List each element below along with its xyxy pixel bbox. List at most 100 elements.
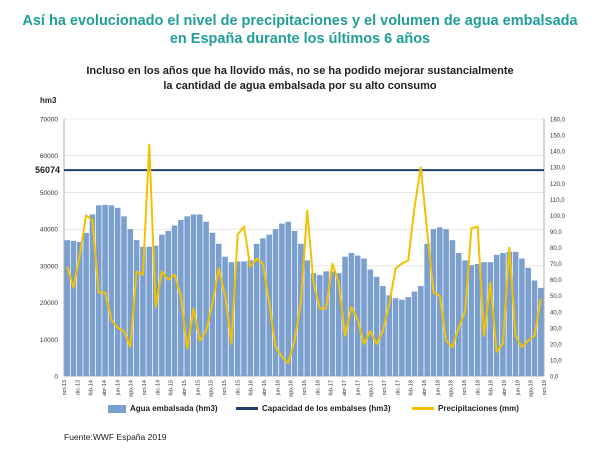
chart-title-text: Así ha evolucionado el nivel de precipit… bbox=[22, 13, 578, 47]
y2-tick-label: 120,0 bbox=[550, 182, 566, 188]
bar bbox=[140, 246, 146, 376]
x-tick-label: ago-17 bbox=[369, 380, 375, 397]
x-tick-label: abr-15 bbox=[182, 380, 188, 396]
bar bbox=[89, 214, 96, 376]
bar bbox=[165, 230, 171, 376]
x-tick-label: oct-14 bbox=[142, 380, 148, 395]
chart-title: Así ha evolucionado el nivel de precipit… bbox=[0, 12, 600, 48]
bar bbox=[367, 269, 374, 376]
y2-tick-label: 80,0 bbox=[550, 246, 562, 252]
bar bbox=[418, 286, 424, 376]
bar bbox=[512, 251, 519, 376]
bar bbox=[487, 262, 494, 376]
bar bbox=[272, 229, 279, 376]
legend-swatch-capacidad bbox=[236, 407, 258, 410]
bar bbox=[361, 258, 367, 376]
x-tick-label: abr-19 bbox=[502, 380, 508, 396]
x-tick-label: dic-15 bbox=[235, 380, 241, 395]
bar bbox=[77, 241, 83, 376]
x-tick-label: oct-15 bbox=[222, 380, 228, 395]
bar bbox=[304, 260, 310, 376]
x-tick-label: jun-14 bbox=[115, 380, 121, 396]
x-tick-label: ago-14 bbox=[129, 380, 135, 397]
bar bbox=[133, 240, 140, 376]
y2-tick-label: 160,0 bbox=[550, 118, 566, 124]
bar bbox=[443, 229, 449, 376]
y2-tick-label: 0,0 bbox=[550, 375, 559, 381]
y-tick-label: 70000 bbox=[40, 117, 58, 124]
x-tick-label: ago-16 bbox=[289, 380, 295, 397]
legend-label-precipitaciones: Precipitaciones (mm) bbox=[438, 404, 519, 413]
bar bbox=[203, 221, 209, 376]
x-tick-label: ago-15 bbox=[209, 380, 215, 397]
bar bbox=[531, 280, 538, 376]
bar bbox=[197, 214, 203, 376]
bar bbox=[399, 299, 405, 376]
chart-subtitle-line-1: Incluso en los años que ha llovido más, … bbox=[86, 65, 514, 77]
y-tick-label: 20000 bbox=[40, 300, 58, 307]
bar bbox=[234, 261, 241, 376]
legend-swatch-precipitaciones bbox=[412, 407, 434, 410]
bar bbox=[64, 240, 70, 376]
x-tick-label: oct-16 bbox=[302, 380, 308, 395]
bar bbox=[455, 253, 462, 376]
x-tick-label: jun-19 bbox=[515, 380, 521, 396]
legend-item-capacidad: Capacidad de los embalses (hm3) bbox=[236, 404, 391, 413]
x-tick-label: dic-14 bbox=[155, 380, 161, 395]
y2-tick-label: 70,0 bbox=[550, 262, 562, 268]
bar bbox=[405, 297, 411, 376]
bar bbox=[247, 260, 254, 376]
y2-tick-label: 10,0 bbox=[550, 358, 562, 364]
x-tick-label: feb-16 bbox=[249, 380, 255, 396]
bar bbox=[152, 245, 159, 376]
y2-tick-label: 140,0 bbox=[550, 150, 566, 156]
bar bbox=[127, 229, 134, 376]
bar bbox=[342, 256, 348, 376]
bar bbox=[519, 258, 525, 376]
bar bbox=[462, 260, 468, 376]
x-tick-label: dic-17 bbox=[395, 380, 401, 395]
x-tick-label: abr-17 bbox=[342, 380, 348, 396]
x-tick-label: feb-18 bbox=[409, 380, 415, 396]
y-tick-label: 50000 bbox=[40, 190, 58, 197]
chart-subtitle: Incluso en los años que ha llovido más, … bbox=[0, 64, 600, 94]
bar bbox=[108, 205, 115, 376]
bar bbox=[317, 275, 323, 376]
x-tick-label: jun-15 bbox=[195, 380, 201, 396]
y2-tick-label: 110,0 bbox=[550, 198, 565, 204]
y-tick-label: 30000 bbox=[40, 263, 58, 270]
bar bbox=[114, 207, 121, 376]
y2-tick-label: 60,0 bbox=[550, 278, 562, 284]
x-tick-label: abr-14 bbox=[102, 380, 108, 396]
bar bbox=[285, 221, 291, 376]
bar bbox=[525, 267, 531, 376]
bar bbox=[468, 265, 475, 376]
bar bbox=[83, 232, 89, 376]
precipitation-line bbox=[66, 143, 542, 365]
y-axis-unit: hm3 bbox=[40, 96, 57, 105]
bar bbox=[279, 223, 285, 376]
y2-tick-label: 40,0 bbox=[550, 310, 562, 316]
bar bbox=[190, 214, 197, 376]
x-tick-label: abr-18 bbox=[422, 380, 428, 396]
y2-tick-label: 100,0 bbox=[550, 214, 566, 220]
bar bbox=[386, 295, 393, 376]
x-tick-label: ago-19 bbox=[529, 380, 535, 397]
capacity-label: 56074 bbox=[35, 165, 60, 175]
bar bbox=[493, 254, 500, 376]
chart-subtitle-line-2: la cantidad de agua embalsada por su alt… bbox=[163, 80, 437, 92]
source-note: Fuente:WWF España 2019 bbox=[64, 432, 167, 442]
bar bbox=[424, 243, 430, 376]
x-tick-label: oct-18 bbox=[462, 380, 468, 395]
bar bbox=[500, 253, 506, 376]
y2-tick-label: 20,0 bbox=[550, 342, 562, 348]
x-tick-label: jun-17 bbox=[355, 380, 361, 396]
bar bbox=[310, 273, 317, 376]
bar bbox=[323, 271, 329, 376]
y-tick-label: 0 bbox=[54, 374, 58, 381]
bar bbox=[474, 264, 481, 376]
bar bbox=[260, 238, 266, 376]
y2-tick-label: 30,0 bbox=[550, 326, 562, 332]
y-tick-label: 60000 bbox=[40, 153, 58, 160]
bar bbox=[430, 229, 437, 376]
